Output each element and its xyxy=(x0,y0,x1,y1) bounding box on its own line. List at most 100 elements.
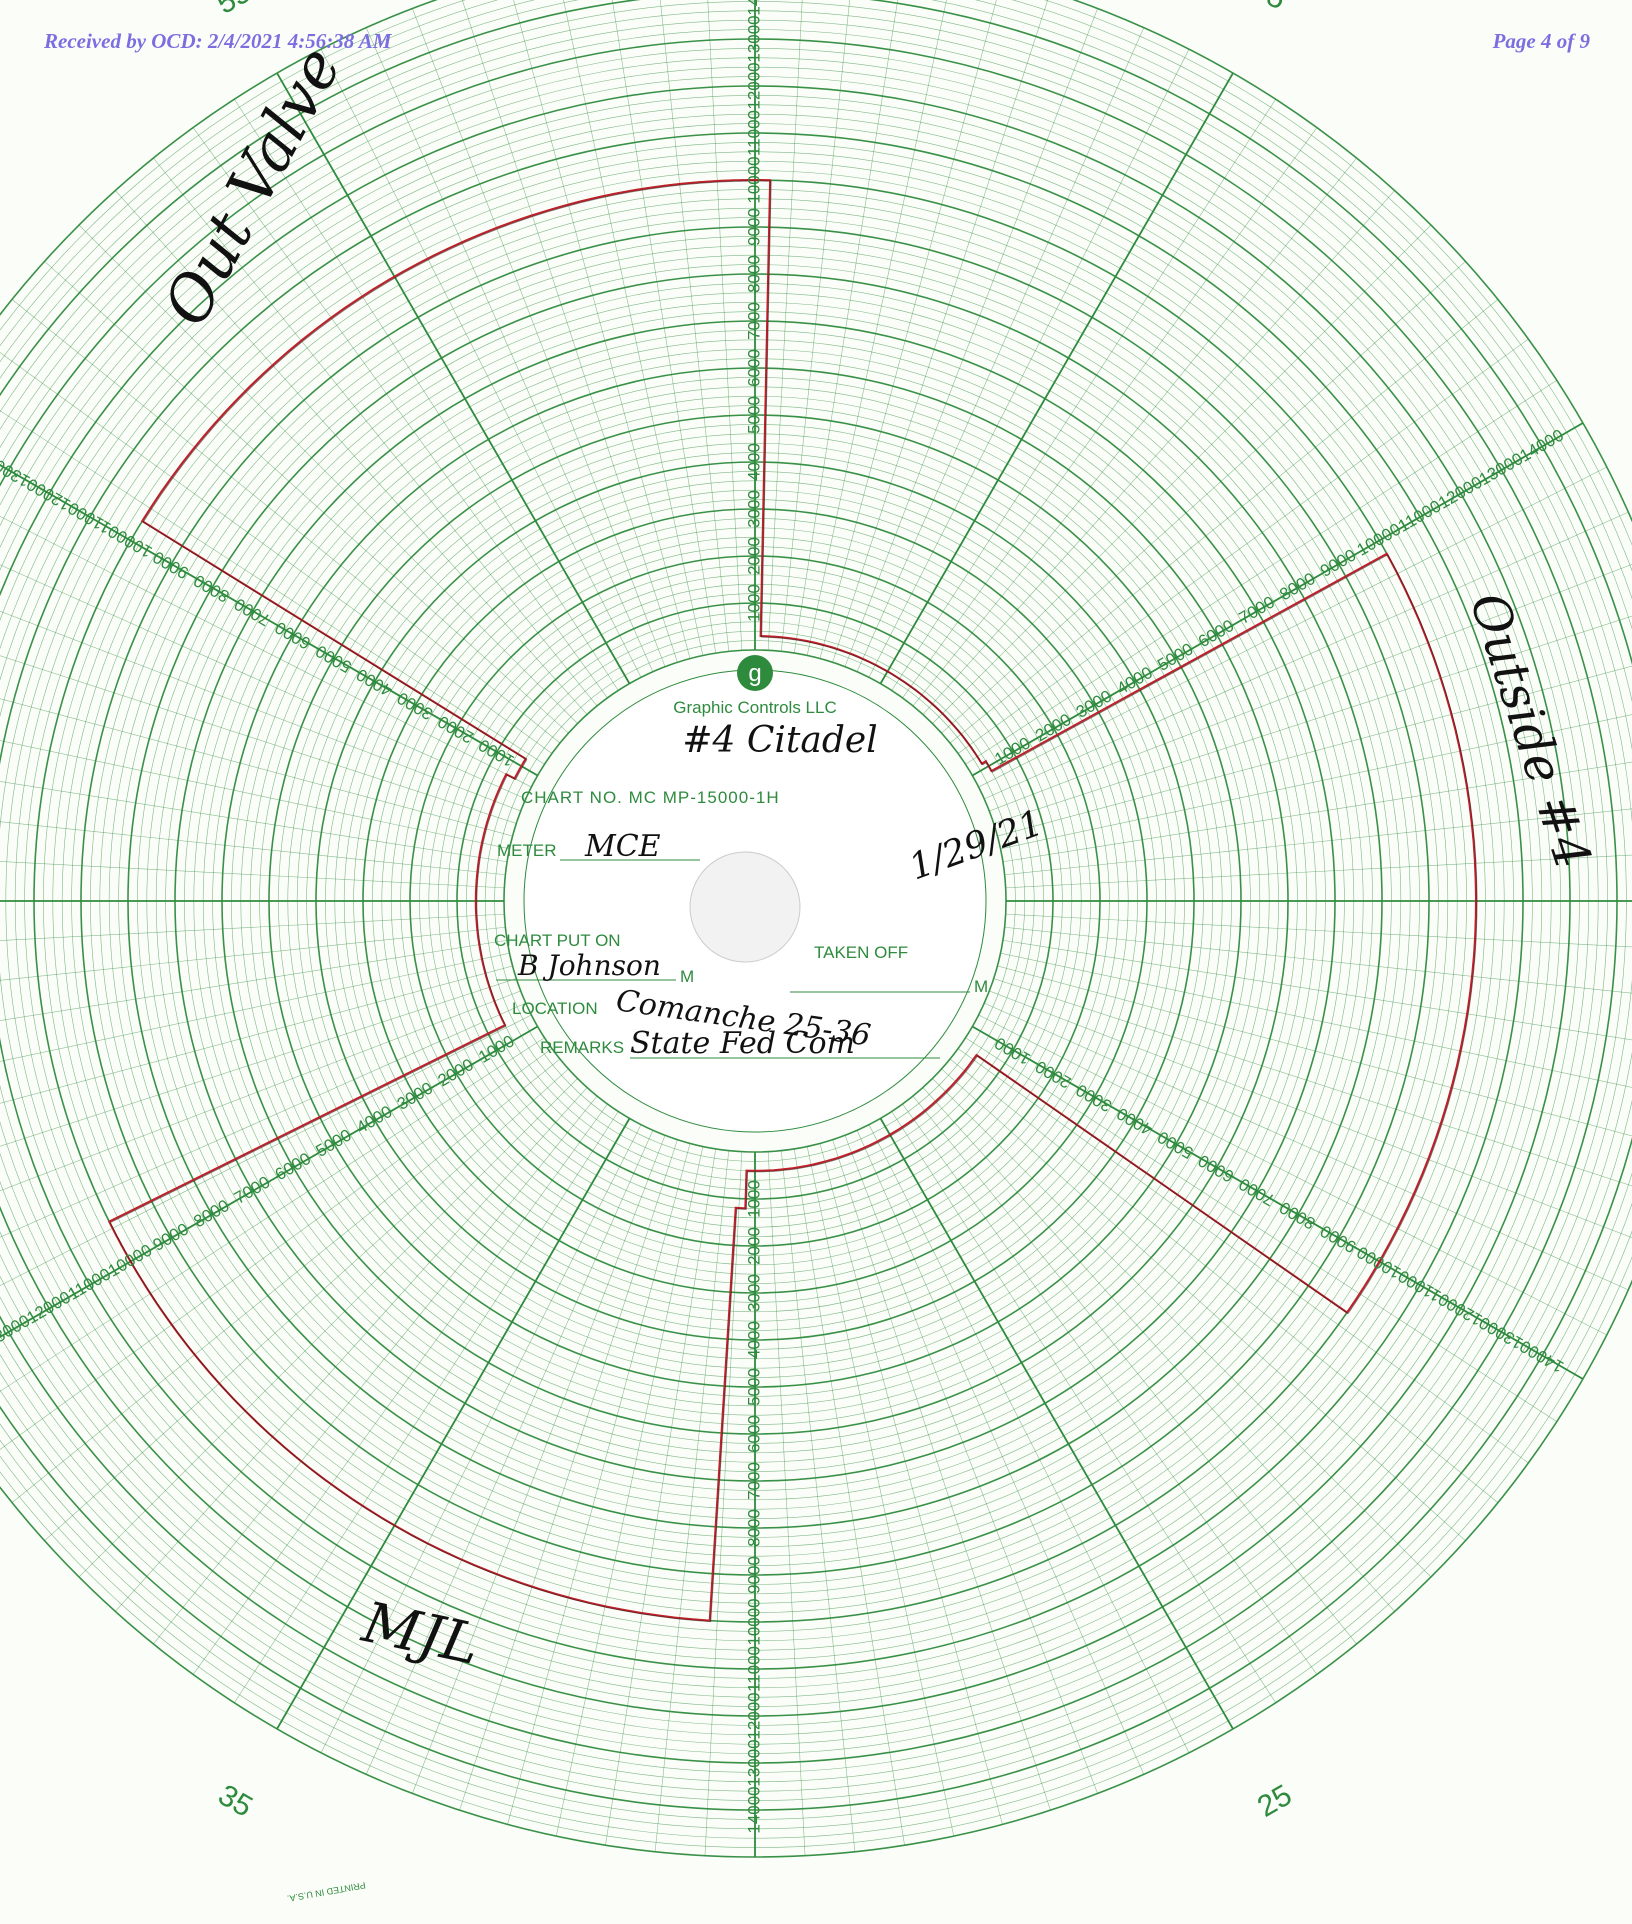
scale-label: 10000 xyxy=(744,1598,763,1645)
put-on-value: B Johnson xyxy=(517,949,661,982)
time-line xyxy=(507,1143,691,1825)
time-line xyxy=(957,338,1529,754)
chart-number: CHART NO. MC MP-15000-1H xyxy=(521,788,780,807)
scale-label: 1000 xyxy=(744,1180,763,1218)
scale-label: 2000 xyxy=(744,1227,763,1265)
time-line xyxy=(0,1048,553,1450)
page-number: Page 4 of 9 xyxy=(1492,29,1591,53)
chart-grid xyxy=(0,0,1632,1858)
time-line xyxy=(868,1124,1190,1753)
scale-label: 9000 xyxy=(744,208,763,246)
time-line xyxy=(949,299,1499,744)
brand: Graphic Controls LLC xyxy=(673,698,836,717)
time-line xyxy=(0,698,513,837)
time-line xyxy=(767,1151,806,1856)
time-line xyxy=(0,965,513,1104)
time-line xyxy=(832,1139,1051,1811)
scale-label: 5000 xyxy=(744,396,763,434)
time-line xyxy=(0,464,539,777)
time-line xyxy=(0,913,505,941)
time-line xyxy=(902,1103,1318,1675)
time-line xyxy=(513,0,691,659)
time-line xyxy=(832,0,1049,663)
time-line xyxy=(654,1150,730,1852)
meter-label: METER xyxy=(497,841,557,860)
scale-label: 2000 xyxy=(744,537,763,575)
scale-label: 3000 xyxy=(744,490,763,528)
scale-label: 12000 xyxy=(744,62,763,109)
remarks-label: REMARKS xyxy=(540,1038,624,1057)
scale-label: 11000 xyxy=(744,110,763,156)
time-line xyxy=(459,1139,678,1811)
time-line xyxy=(234,99,619,691)
time-line xyxy=(819,0,997,659)
time-line xyxy=(78,224,578,724)
scale-label: 7000 xyxy=(744,302,763,340)
time-line xyxy=(932,1078,1432,1578)
time-line xyxy=(844,8,1098,667)
scale-label: 3000 xyxy=(744,1274,763,1312)
time-line xyxy=(978,1014,1607,1336)
put-on-label: CHART PUT ON xyxy=(494,931,621,950)
time-line xyxy=(957,1048,1529,1464)
time-line xyxy=(412,8,666,667)
time-line xyxy=(0,990,521,1192)
time-line xyxy=(793,0,899,654)
time-line xyxy=(1000,714,1632,850)
scale-label: 8000 xyxy=(744,1509,763,1547)
time-line xyxy=(0,861,505,889)
logo: g xyxy=(748,660,761,687)
time-line xyxy=(949,1058,1499,1503)
time-line xyxy=(993,978,1632,1187)
scale-label: 10000 xyxy=(744,156,763,203)
time-line xyxy=(780,1150,856,1852)
time-line xyxy=(971,422,1584,777)
time-line xyxy=(997,965,1632,1137)
time-line xyxy=(0,952,510,1062)
pen-line-ink xyxy=(109,180,1478,1623)
time-line xyxy=(1004,808,1632,876)
time-line xyxy=(153,157,598,707)
time-line xyxy=(115,1087,588,1612)
time-line xyxy=(844,1135,1098,1794)
time-line xyxy=(941,1068,1466,1541)
time-line xyxy=(965,1037,1557,1422)
meter-value: MCE xyxy=(584,829,661,864)
scale-label: 13000 xyxy=(744,1739,763,1786)
time-line xyxy=(276,1117,631,1730)
scale-label: 8000 xyxy=(744,255,763,293)
time-line xyxy=(0,515,532,788)
time-line xyxy=(0,1037,545,1392)
time-line xyxy=(461,0,678,663)
time-line xyxy=(1000,952,1632,1088)
received-stamp: Received by OCD: 2/4/2021 4:56:38 AM xyxy=(43,29,393,53)
scale-label: 5000 xyxy=(744,1368,763,1406)
time-line xyxy=(0,352,553,754)
time-line xyxy=(0,978,517,1147)
pen-trace xyxy=(107,179,1478,1623)
time-line xyxy=(0,1002,526,1238)
time-line xyxy=(412,1135,666,1794)
time-line xyxy=(1005,854,1632,889)
time-line xyxy=(234,1111,619,1703)
time-line xyxy=(806,0,947,656)
well-name: #4 Citadel xyxy=(682,720,877,761)
location-label: LOCATION xyxy=(512,999,598,1018)
time-line xyxy=(997,665,1632,837)
time-line xyxy=(0,1014,532,1287)
time-line xyxy=(704,1151,743,1856)
time-line xyxy=(0,821,506,876)
scale-label: 14000 xyxy=(744,1786,763,1833)
time-line xyxy=(767,0,803,651)
time-line xyxy=(11,299,561,744)
time-line xyxy=(965,380,1557,765)
scale-label: 6000 xyxy=(744,349,763,387)
center-hole xyxy=(689,851,801,963)
time-line xyxy=(922,1087,1395,1612)
time-line xyxy=(891,99,1276,691)
time-line xyxy=(868,49,1190,678)
time-line xyxy=(856,1130,1145,1775)
remarks-value: State Fed Com xyxy=(630,1026,855,1061)
time-line xyxy=(879,1117,1234,1730)
